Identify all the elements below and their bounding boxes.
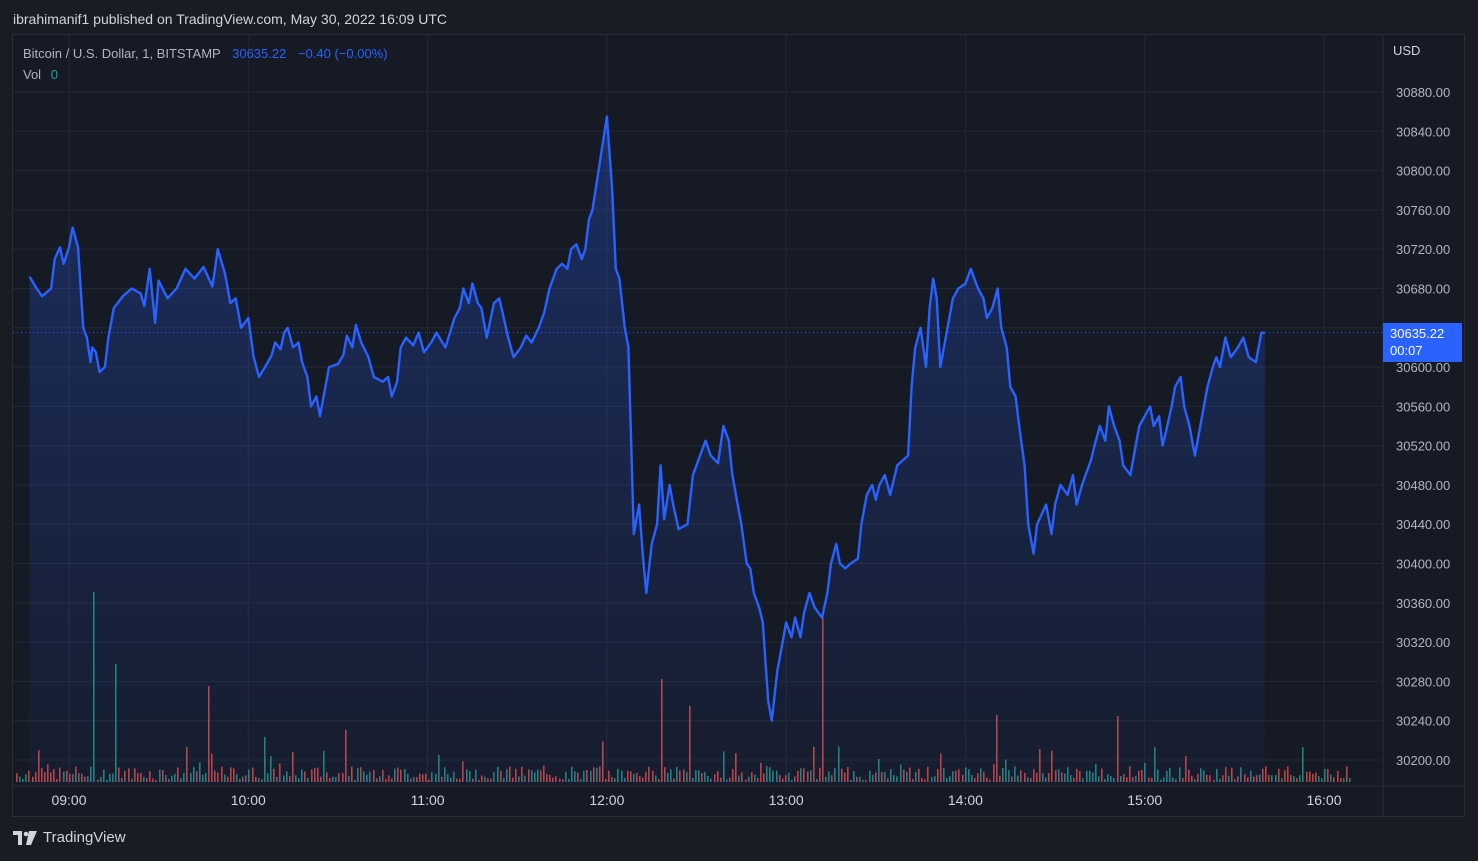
volume-bar [1333,777,1335,782]
publisher-header: ibrahimanif1 published on TradingView.co… [13,11,447,27]
volume-bar [1268,774,1270,782]
volume-bar [1340,777,1342,782]
volume-bar [1306,771,1308,782]
volume-bar [1312,773,1314,782]
currency-label[interactable]: USD [1393,43,1421,58]
time-tick-label: 13:00 [769,792,804,808]
price-area [29,116,1265,786]
last-price-tag-value: 30635.22 [1390,326,1445,341]
time-tick-label: 11:00 [411,792,445,808]
volume-bar [1287,766,1289,782]
volume-bar [28,770,30,782]
time-tick-label: 15:00 [1127,792,1162,808]
price-tick-label: 30360.00 [1396,596,1450,611]
price-tick-label: 30200.00 [1396,753,1450,768]
time-tick-label: 16:00 [1306,792,1341,808]
volume-bar [1296,778,1298,782]
volume-bar [1330,774,1332,782]
time-tick-label: 12:00 [589,792,624,808]
volume-bar [1299,775,1301,782]
volume-bar [1293,776,1295,782]
volume-bar [1265,766,1267,782]
price-tick-label: 30400.00 [1396,557,1450,572]
volume-bar [1302,747,1304,782]
volume-bar [22,778,24,782]
volume-bar [1315,772,1317,782]
volume-bar [1278,768,1280,782]
price-tick-label: 30480.00 [1396,478,1450,493]
volume-bar [1327,769,1329,782]
volume-bar [1318,776,1320,782]
volume-bar [1284,770,1286,782]
price-line [28,115,1265,722]
tradingview-logo-icon [13,830,37,845]
volume-bar [25,774,27,782]
footer[interactable]: TradingView [13,829,126,846]
volume-bar [1346,766,1348,782]
time-tick-label: 09:00 [51,792,86,808]
volume-bar [1321,778,1323,782]
volume-bar [1324,769,1326,782]
volume-label[interactable]: Vol [23,67,42,82]
price-tick-label: 30240.00 [1396,714,1450,729]
volume-bar [19,776,21,782]
price-scale: 30880.00 30840.00 30800.00 30760.00 30720.00… [1396,85,1450,768]
price-tick-label: 30280.00 [1396,674,1450,689]
volume-bar [1349,777,1351,782]
price-tick-label: 30720.00 [1396,242,1450,257]
time-scale: 09:00 10:00 11:00 12:00 13:00 14:00 15:00 16:00 [51,792,1341,808]
volume-bar [1275,775,1277,782]
price-tick-label: 30440.00 [1396,517,1450,532]
legend-change: −0.40 (−0.00%) [297,46,388,61]
price-tick-label: 30320.00 [1396,635,1450,650]
volume-bar [16,773,18,782]
volume-value: 0 [50,67,58,82]
volume-bar [1343,778,1345,782]
volume-bar [1281,778,1283,782]
time-tick-label: 14:00 [948,792,983,808]
price-tick-label: 30560.00 [1396,399,1450,414]
price-tick-label: 30520.00 [1396,439,1450,454]
volume-bar [1337,770,1339,782]
legend-last-price: 30635.22 [232,46,287,61]
volume-bar [1271,775,1273,782]
volume-bar [1309,771,1311,782]
last-price-tag: 30635.22 00:07 [1383,323,1462,362]
volume-bar [1290,774,1292,782]
footer-brand: TradingView [43,829,126,846]
time-tick-label: 10:00 [231,792,266,808]
symbol-label[interactable]: Bitcoin / U.S. Dollar, 1, BITSTAMP [23,46,221,61]
price-tick-label: 30600.00 [1396,360,1450,375]
price-tick-label: 30760.00 [1396,203,1450,218]
price-tick-label: 30800.00 [1396,164,1450,179]
price-tick-label: 30680.00 [1396,281,1450,296]
chart-legend: Bitcoin / U.S. Dollar, 1, BITSTAMP 30635… [23,46,388,61]
price-tick-label: 30840.00 [1396,124,1450,139]
volume-legend: Vol 0 [23,67,58,82]
price-tick-label: 30880.00 [1396,85,1450,100]
bar-countdown: 00:07 [1390,343,1423,358]
